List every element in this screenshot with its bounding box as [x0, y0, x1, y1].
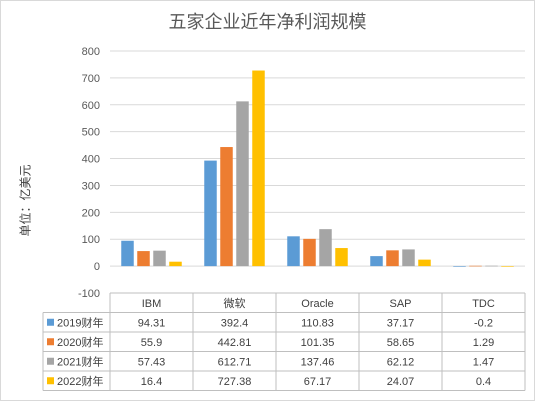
data-label: 16.4: [141, 376, 162, 388]
bar: [335, 248, 348, 267]
x-tick-label: SAP: [389, 298, 411, 310]
x-tick-label: TDC: [472, 298, 495, 310]
bar: [319, 229, 332, 267]
data-label: 442.81: [218, 337, 252, 349]
data-label: 62.12: [387, 356, 415, 368]
bar: [236, 101, 249, 267]
data-label: 1.47: [473, 356, 494, 368]
bar: [137, 251, 150, 267]
y-tick-label: 600: [82, 100, 100, 112]
x-tick-label: IBM: [142, 298, 162, 310]
data-label: 67.17: [304, 376, 332, 388]
data-label: 110.83: [301, 317, 334, 329]
legend-label: 2022财年: [57, 374, 103, 388]
bar: [501, 266, 514, 267]
data-label: 55.9: [141, 337, 162, 349]
bar: [220, 147, 233, 267]
legend-key: [47, 357, 54, 365]
bar: [485, 265, 498, 267]
bar: [169, 261, 182, 267]
data-label: 727.38: [218, 376, 252, 388]
x-tick-label: Oracle: [301, 298, 333, 310]
bar: [370, 256, 383, 267]
x-tick-label: 微软: [224, 296, 246, 310]
y-tick-label: 100: [82, 234, 100, 246]
bar: [153, 250, 166, 267]
data-label: 57.43: [138, 356, 166, 368]
legend-key: [47, 318, 54, 326]
bar: [469, 265, 482, 267]
bar: [204, 160, 217, 267]
data-label: 0.4: [476, 376, 491, 388]
y-tick-label: 400: [82, 154, 100, 166]
y-tick-label: 700: [82, 73, 100, 85]
bar: [453, 266, 466, 267]
data-label: 94.31: [138, 317, 166, 329]
legend-label: 2019财年: [57, 315, 103, 329]
bar: [252, 70, 265, 267]
legend-label: 2021财年: [57, 354, 103, 368]
bar: [418, 259, 431, 267]
data-label: 137.46: [301, 356, 335, 368]
legend-label: 2020财年: [57, 335, 103, 349]
data-label: 101.35: [301, 337, 335, 349]
chart-title: 五家企业近年净利润规模: [168, 12, 367, 33]
data-label: 1.29: [473, 337, 494, 349]
legend-key: [47, 338, 54, 346]
bar: [402, 249, 415, 267]
y-tick-label: 200: [82, 207, 100, 219]
bar: [287, 236, 300, 267]
data-label: 37.17: [387, 317, 415, 329]
data-label: -0.2: [474, 317, 493, 329]
y-tick-label: 300: [82, 180, 100, 192]
legend-key: [47, 377, 54, 385]
y-tick-label: 800: [82, 46, 100, 58]
y-tick-label: -100: [78, 288, 100, 300]
bar: [386, 250, 399, 267]
data-label: 24.07: [387, 376, 415, 388]
y-tick-label: 0: [94, 261, 100, 273]
bar: [303, 238, 316, 267]
data-label: 392.4: [221, 317, 249, 329]
y-tick-label: 500: [82, 127, 100, 139]
data-label: 58.65: [387, 337, 415, 349]
bar: [121, 240, 134, 267]
data-label: 612.71: [218, 356, 252, 368]
